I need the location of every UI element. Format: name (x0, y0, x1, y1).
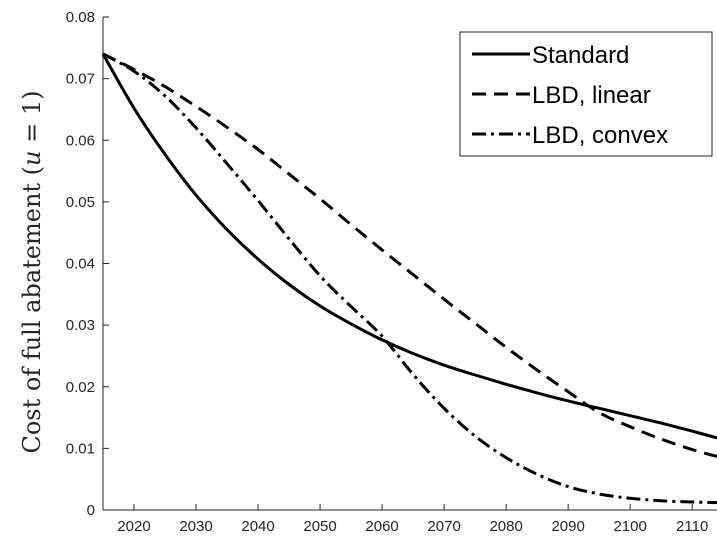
y-tick-label: 0.08 (66, 9, 95, 26)
x-tick-label: 2020 (117, 518, 150, 535)
y-tick-label: 0.06 (66, 132, 95, 149)
x-tick-label: 2030 (179, 518, 212, 535)
x-tick-label: 2110 (676, 518, 708, 535)
series-line-1 (102, 52, 717, 458)
y-tick-label: 0 (87, 502, 95, 519)
y-tick-label: 0.04 (66, 256, 95, 273)
y-tick-label: 0.01 (66, 440, 95, 457)
x-tick-label: 2070 (427, 518, 460, 535)
y-label-variable: u (18, 150, 46, 165)
series-lines (101, 52, 717, 505)
legend-label: Standard (532, 42, 629, 69)
y-tick-label: 0.02 (66, 379, 95, 396)
y-tick-label: 0.03 (66, 317, 95, 334)
x-tick-label: 2100 (613, 518, 646, 535)
y-label-text-end: = 1) (18, 90, 46, 150)
y-axis-label: Cost of full abatement (u = 1) (18, 90, 46, 453)
x-tick-label: 2040 (241, 518, 274, 535)
x-tick-label: 2090 (551, 518, 584, 535)
x-tick-label: 2080 (489, 518, 522, 535)
x-tick-label: 2060 (365, 518, 398, 535)
x-tick-label: 2050 (303, 518, 336, 535)
series-line-2 (102, 52, 717, 505)
y-tick-label: 0.07 (66, 71, 95, 88)
legend: Standard LBD, linear LBD, convex (459, 31, 713, 157)
series-line-0 (101, 53, 717, 440)
y-label-text: Cost of full abatement ( (18, 166, 46, 454)
legend-label: LBD, linear (532, 82, 651, 109)
y-tick-label: 0.05 (66, 194, 95, 211)
ticks: 0 0.01 0.02 0.03 0.04 0.05 0.06 0.07 0.08 2020 203… (66, 9, 709, 535)
legend-label: LBD, convex (532, 122, 668, 149)
